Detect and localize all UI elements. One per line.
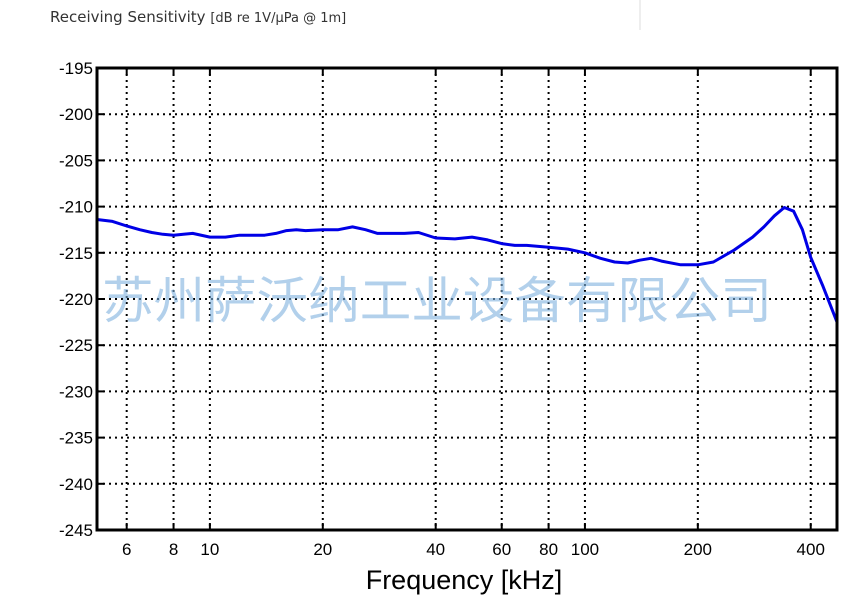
- x-tick-label: 40: [426, 540, 445, 559]
- x-axis-label: Frequency [kHz]: [366, 565, 563, 595]
- x-tick-label: 400: [797, 540, 825, 559]
- chart-title: Receiving Sensitivity [dB re 1V/µPa @ 1m…: [50, 8, 346, 26]
- x-tick-label: 60: [492, 540, 511, 559]
- curve-layer: [95, 206, 839, 324]
- x-tick-labels: 6 8 10 20 40 60 80 100 200 400: [122, 540, 825, 559]
- y-tick-label: -245: [59, 521, 93, 540]
- title-unit: [dB re 1V/µPa @ 1m]: [210, 11, 347, 26]
- y-tick-label: -235: [59, 429, 93, 448]
- y-tick-label: -195: [59, 59, 93, 78]
- tick-marks: [97, 67, 837, 531]
- x-tick-label: 80: [539, 540, 558, 559]
- title-text: Receiving Sensitivity: [50, 8, 206, 26]
- x-tick-label: 8: [169, 540, 178, 559]
- watermark-text: 苏州萨沃纳工业设备有限公司: [102, 272, 772, 330]
- y-tick-label: -230: [59, 382, 93, 401]
- y-tick-label: -215: [59, 244, 93, 263]
- x-tick-label: 100: [571, 540, 599, 559]
- y-tick-label: -210: [59, 198, 93, 217]
- sensitivity-curve: [95, 206, 839, 324]
- x-tick-label: 200: [684, 540, 712, 559]
- y-tick-label: -240: [59, 475, 93, 494]
- y-tick-label: -205: [59, 151, 93, 170]
- y-tick-labels: -195 -200 -205 -210 -215 -220 -225 -230 -235 -240…: [59, 59, 93, 540]
- grid: [97, 68, 837, 530]
- y-tick-label: -200: [59, 105, 93, 124]
- x-tick-label: 6: [122, 540, 131, 559]
- x-tick-label: 10: [200, 540, 219, 559]
- y-tick-label: -220: [59, 290, 93, 309]
- y-tick-label: -225: [59, 336, 93, 355]
- x-tick-label: 20: [313, 540, 332, 559]
